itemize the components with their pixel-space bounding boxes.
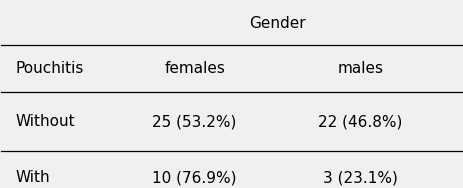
Text: With: With (15, 171, 50, 186)
Text: females: females (164, 61, 225, 76)
Text: 10 (76.9%): 10 (76.9%) (152, 171, 237, 186)
Text: Pouchitis: Pouchitis (15, 61, 83, 76)
Text: 25 (53.2%): 25 (53.2%) (152, 114, 237, 129)
Text: 3 (23.1%): 3 (23.1%) (323, 171, 398, 186)
Text: Gender: Gender (249, 16, 306, 31)
Text: males: males (338, 61, 383, 76)
Text: Without: Without (15, 114, 75, 129)
Text: 22 (46.8%): 22 (46.8%) (318, 114, 402, 129)
